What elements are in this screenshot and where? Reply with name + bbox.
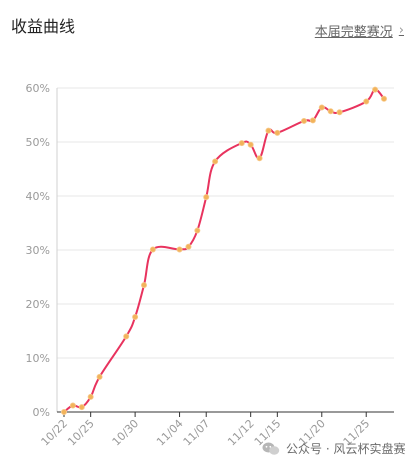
data-point[interactable] <box>265 127 272 134</box>
x-tick-label: 10/25 <box>65 417 97 449</box>
data-point[interactable] <box>309 117 316 124</box>
y-tick-label: 40% <box>26 190 50 203</box>
full-results-link[interactable]: 本届完整赛况 › <box>315 21 404 40</box>
data-point[interactable] <box>69 402 76 409</box>
y-tick-label: 20% <box>26 298 50 311</box>
profit-series-line <box>63 88 385 413</box>
x-tick-label: 11/12 <box>225 417 257 449</box>
data-point[interactable] <box>149 246 156 253</box>
page-title: 收益曲线 <box>11 17 76 36</box>
data-point[interactable] <box>212 158 219 165</box>
data-point[interactable] <box>380 95 387 102</box>
data-point[interactable] <box>176 246 183 253</box>
y-tick-label: 50% <box>26 136 50 149</box>
data-point[interactable] <box>238 140 245 147</box>
data-point[interactable] <box>96 373 103 380</box>
x-tick-label: 10/30 <box>110 417 142 449</box>
full-results-link-label: 本届完整赛况 <box>314 25 393 40</box>
data-point[interactable] <box>61 408 68 415</box>
data-point[interactable] <box>256 155 263 162</box>
data-point[interactable] <box>327 108 334 115</box>
data-point[interactable] <box>372 86 379 93</box>
chart-card: 0% 10% 20% 30% 40% 50% 60% 10/22 10/25 10/30 11/04… <box>0 70 406 469</box>
chevron-right-icon: › <box>398 23 404 38</box>
y-tick-label: 0% <box>33 406 50 419</box>
watermark: 公众号 · 风云杯实盘赛 <box>262 440 405 457</box>
header: 收益曲线 本届完整赛况 › <box>0 0 416 56</box>
x-tick-label: 10/22 <box>39 417 71 449</box>
data-point[interactable] <box>363 98 370 105</box>
y-tick-label: 60% <box>26 82 50 95</box>
wechat-icon <box>262 442 280 455</box>
data-point[interactable] <box>300 117 307 124</box>
data-point[interactable] <box>123 333 130 340</box>
data-point[interactable] <box>203 194 210 201</box>
data-point[interactable] <box>140 282 147 289</box>
y-tick-label: 10% <box>26 352 50 365</box>
data-point[interactable] <box>318 104 325 111</box>
watermark-text: 公众号 · 风云杯实盘赛 <box>286 442 406 456</box>
data-point[interactable] <box>336 109 343 116</box>
x-tick-label: 11/04 <box>154 417 186 449</box>
data-point[interactable] <box>194 227 201 234</box>
data-point[interactable] <box>87 393 94 400</box>
data-point[interactable] <box>132 313 139 320</box>
y-tick-label: 30% <box>26 244 50 257</box>
data-point[interactable] <box>78 404 85 411</box>
data-point[interactable] <box>247 141 254 148</box>
data-point[interactable] <box>185 243 192 250</box>
data-point[interactable] <box>274 129 281 136</box>
x-tick-label: 11/07 <box>181 417 213 449</box>
